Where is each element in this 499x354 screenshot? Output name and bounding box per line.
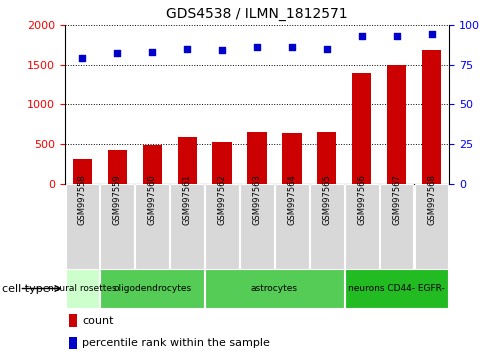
Point [428,32,436,37]
Text: oligodendrocytes: oligodendrocytes [113,284,191,293]
Text: GSM997563: GSM997563 [252,174,261,225]
Text: GSM997566: GSM997566 [357,174,366,225]
Bar [143,145,162,184]
Bar [317,132,336,184]
Bar [65,269,99,308]
Bar [65,184,99,269]
Text: GSM997567: GSM997567 [392,174,401,225]
Point [78,55,86,61]
Bar [69,337,77,349]
Bar [170,184,204,269]
Bar [422,50,441,184]
Point [358,33,366,39]
Bar [345,184,379,269]
Bar [380,184,414,269]
Point [183,46,191,52]
Bar [178,137,197,184]
Point [253,44,261,50]
Text: GSM997561: GSM997561 [183,174,192,225]
Text: cell type: cell type [2,284,50,293]
Bar [310,184,344,269]
Bar [108,150,127,184]
Text: GSM997559: GSM997559 [113,174,122,225]
Title: GDS4538 / ILMN_1812571: GDS4538 / ILMN_1812571 [166,7,348,21]
Bar [73,159,92,184]
Point [148,49,156,55]
Bar [352,73,371,184]
Point [323,46,331,52]
Bar [282,133,301,184]
Bar [205,184,239,269]
Bar [275,184,309,269]
Point [288,44,296,50]
Point [218,47,226,53]
Text: count: count [82,316,114,326]
Bar [135,184,169,269]
Bar [248,132,266,184]
Text: astrocytes: astrocytes [251,284,298,293]
Text: GSM997562: GSM997562 [218,174,227,225]
Bar [100,184,134,269]
Text: GSM997560: GSM997560 [148,174,157,225]
Text: neural rosettes: neural rosettes [48,284,117,293]
Text: neurons CD44- EGFR-: neurons CD44- EGFR- [348,284,445,293]
Bar [69,314,77,327]
Bar [387,65,406,184]
Bar [240,184,274,269]
Text: GSM997558: GSM997558 [78,174,87,225]
Bar [100,269,204,308]
Text: GSM997568: GSM997568 [427,174,436,225]
Text: GSM997565: GSM997565 [322,174,331,225]
Point [113,51,121,56]
Bar [415,184,449,269]
Text: GSM997564: GSM997564 [287,174,296,225]
Text: percentile rank within the sample: percentile rank within the sample [82,338,270,348]
Point [393,33,401,39]
Bar [345,269,449,308]
Bar [205,269,344,308]
Bar [213,142,232,184]
